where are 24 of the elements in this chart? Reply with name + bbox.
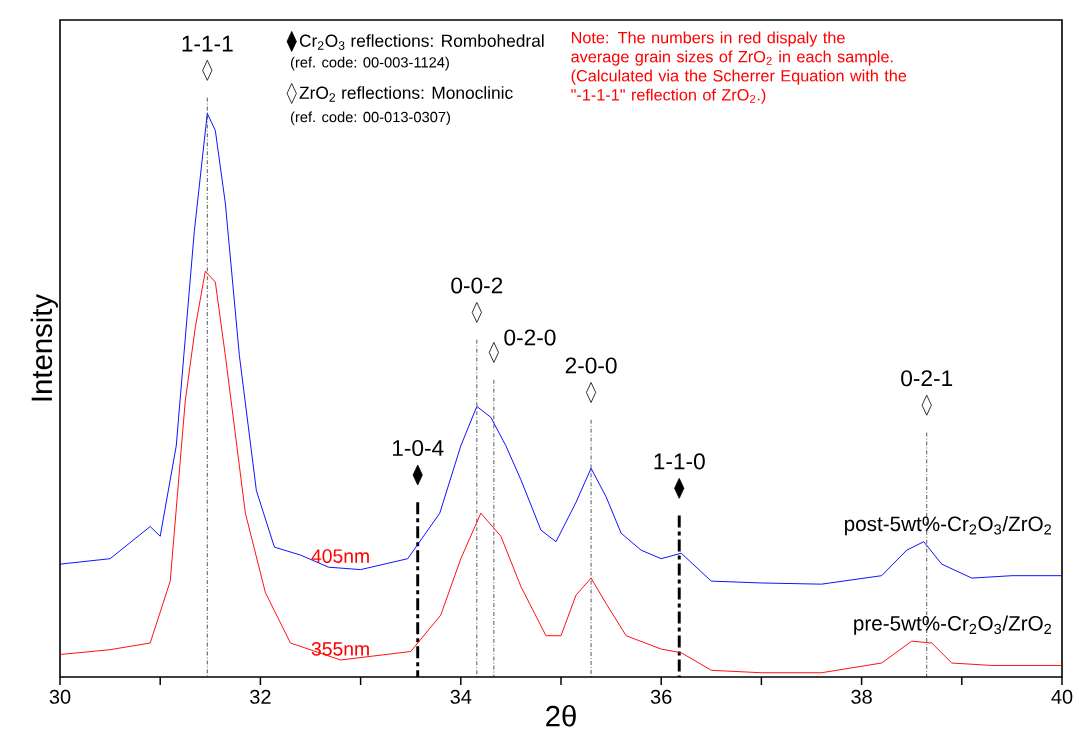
series-label: pre-5wt%-Cr$_{2}$O$_{3}$/ZrO$_{2}$ <box>854 615 1051 635</box>
annotation: Note: The numbers in red dispaly the average grain sizes of ZrO$_{2}$ in each sample. (Calculated via the Scherrer Equation with the "-1-1-1" reflection of ZrO$_{2}$.) <box>571 31 907 104</box>
legend-label: ZrO$_{2}$ reflections: Monoclinic <box>299 86 513 102</box>
annotation: (ref. code: 00-013-0307) <box>290 111 450 126</box>
annotation: 1-0-4 <box>393 439 444 457</box>
annotation: 1-1-1 <box>182 35 233 52</box>
x-tick-label: 40 <box>1051 689 1073 704</box>
annotation: 405nm <box>311 549 369 563</box>
x-axis-title: 2θ <box>546 705 576 727</box>
annotation: (ref. code: 00-003-1124) <box>290 56 449 71</box>
y-axis-title: Intensity <box>30 293 58 401</box>
x-tick-label: 30 <box>49 689 71 704</box>
annotation: 0-2-1 <box>901 370 953 387</box>
x-tick-label: 38 <box>851 689 872 704</box>
annotation: 0-0-2 <box>451 277 503 294</box>
x-tick-label: 34 <box>450 689 472 704</box>
x-tick-label: 32 <box>250 689 271 704</box>
series-label: post-5wt%-Cr$_{2}$O$_{3}$/ZrO$_{2}$ <box>845 515 1051 536</box>
annotation: 0-2-0 <box>504 329 556 346</box>
x-tick-label: 36 <box>650 689 672 704</box>
annotation: 355nm <box>311 642 369 656</box>
annotation: 1-1-0 <box>654 453 705 470</box>
legend-label: Cr$_{2}$O$_{3}$ reflections: Rombohedral <box>299 34 544 50</box>
annotation: 2-0-0 <box>565 357 617 374</box>
